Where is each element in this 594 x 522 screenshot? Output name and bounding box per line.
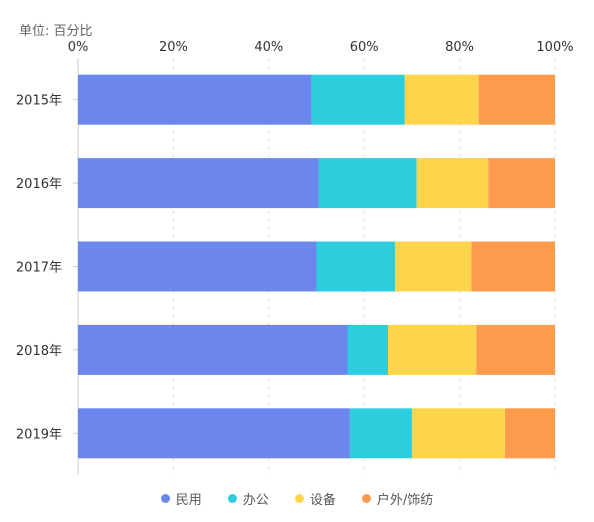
bar-5-series-2 (349, 408, 412, 459)
x-tick-label-2: 40% (254, 40, 283, 55)
legend-label-4: 户外/饰纺 (376, 493, 434, 508)
y-tick-label-2: 2016年 (16, 177, 62, 192)
stacked-bar-chart: 0% 20% 40% 60% 80% 100% 2015年 2016年 2017年 2018年 20… (16, 40, 574, 475)
y-tick-label-3: 2017年 (16, 261, 62, 276)
legend-item-2[interactable]: 办公 (227, 489, 269, 508)
bar-3-series-3 (395, 241, 472, 292)
legend-item-4[interactable]: 户外/饰纺 (361, 489, 434, 508)
bar-2-series-2 (318, 158, 417, 209)
bar-2-series-4 (488, 158, 555, 209)
legend-item-1[interactable]: 民用 (160, 489, 202, 508)
chart-legend: 民用 办公 设备 户外/饰纺 (0, 489, 594, 508)
x-tick-label-1: 20% (159, 40, 188, 55)
y-tick-label-4: 2018年 (16, 344, 62, 359)
bar-3-series-2 (316, 241, 396, 292)
x-tick-label-0: 0% (68, 40, 89, 55)
bar-3-series-4 (471, 241, 555, 292)
bar-5-series-1 (78, 408, 350, 459)
y-tick-label-5: 2019年 (16, 427, 62, 442)
bar-1-series-1 (78, 74, 312, 125)
bar-4-series-3 (388, 324, 477, 375)
y-tick-label-1: 2015年 (16, 94, 62, 109)
bar-2-series-3 (416, 158, 489, 209)
unit-label: 单位: 百分比 (19, 24, 93, 39)
bar-4-series-2 (347, 324, 389, 375)
bar-1-series-2 (311, 74, 405, 125)
bar-4-series-4 (476, 324, 555, 375)
x-tick-label-3: 60% (350, 40, 379, 55)
bar-1-series-3 (404, 74, 479, 125)
legend-swatch-3 (294, 494, 304, 503)
legend-label-2: 办公 (242, 493, 269, 508)
legend-label-1: 民用 (175, 493, 202, 508)
bar-3-series-1 (78, 241, 317, 292)
legend-swatch-2 (227, 494, 237, 503)
bar-4-series-1 (78, 324, 348, 375)
legend-item-3[interactable]: 设备 (294, 489, 336, 508)
x-tick-label-5: 100% (536, 40, 573, 55)
legend-swatch-1 (160, 494, 170, 503)
bar-5-series-3 (411, 408, 505, 459)
legend-swatch-4 (361, 494, 371, 503)
bar-5-series-4 (504, 408, 555, 459)
x-tick-label-4: 80% (445, 40, 474, 55)
legend-label-3: 设备 (309, 493, 336, 508)
bar-2-series-1 (78, 158, 319, 209)
bar-1-series-4 (478, 74, 555, 125)
